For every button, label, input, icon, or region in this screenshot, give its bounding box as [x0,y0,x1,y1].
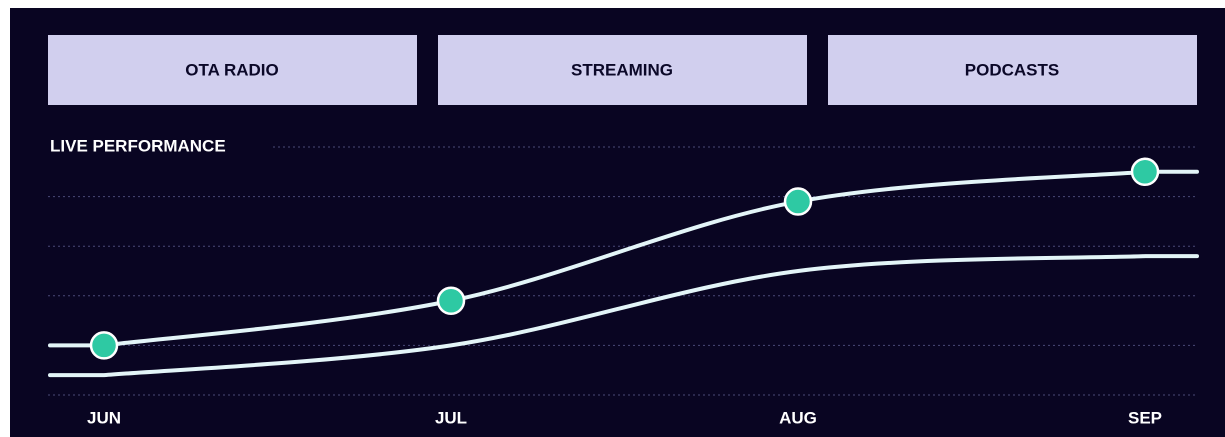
data-point [783,187,813,216]
tab-label[interactable]: OTA RADIO [185,60,279,79]
x-tick-label: JUL [435,408,467,427]
line [48,169,1199,348]
tab-label[interactable]: STREAMING [571,60,673,79]
tab[interactable] [48,35,417,105]
tab[interactable] [438,35,807,105]
x-tick-label: AUG [779,408,817,427]
data-point [436,286,466,316]
data-point [1130,157,1160,187]
line [48,254,1199,378]
x-tick-label: JUN [87,408,121,427]
tab[interactable] [828,35,1197,105]
x-tick-label: SEP [1128,408,1162,427]
chart-title: LIVE PERFORMANCE [50,136,226,155]
data-point [89,331,119,360]
title-backdrop [44,132,270,162]
tab-label[interactable]: PODCASTS [965,60,1059,79]
